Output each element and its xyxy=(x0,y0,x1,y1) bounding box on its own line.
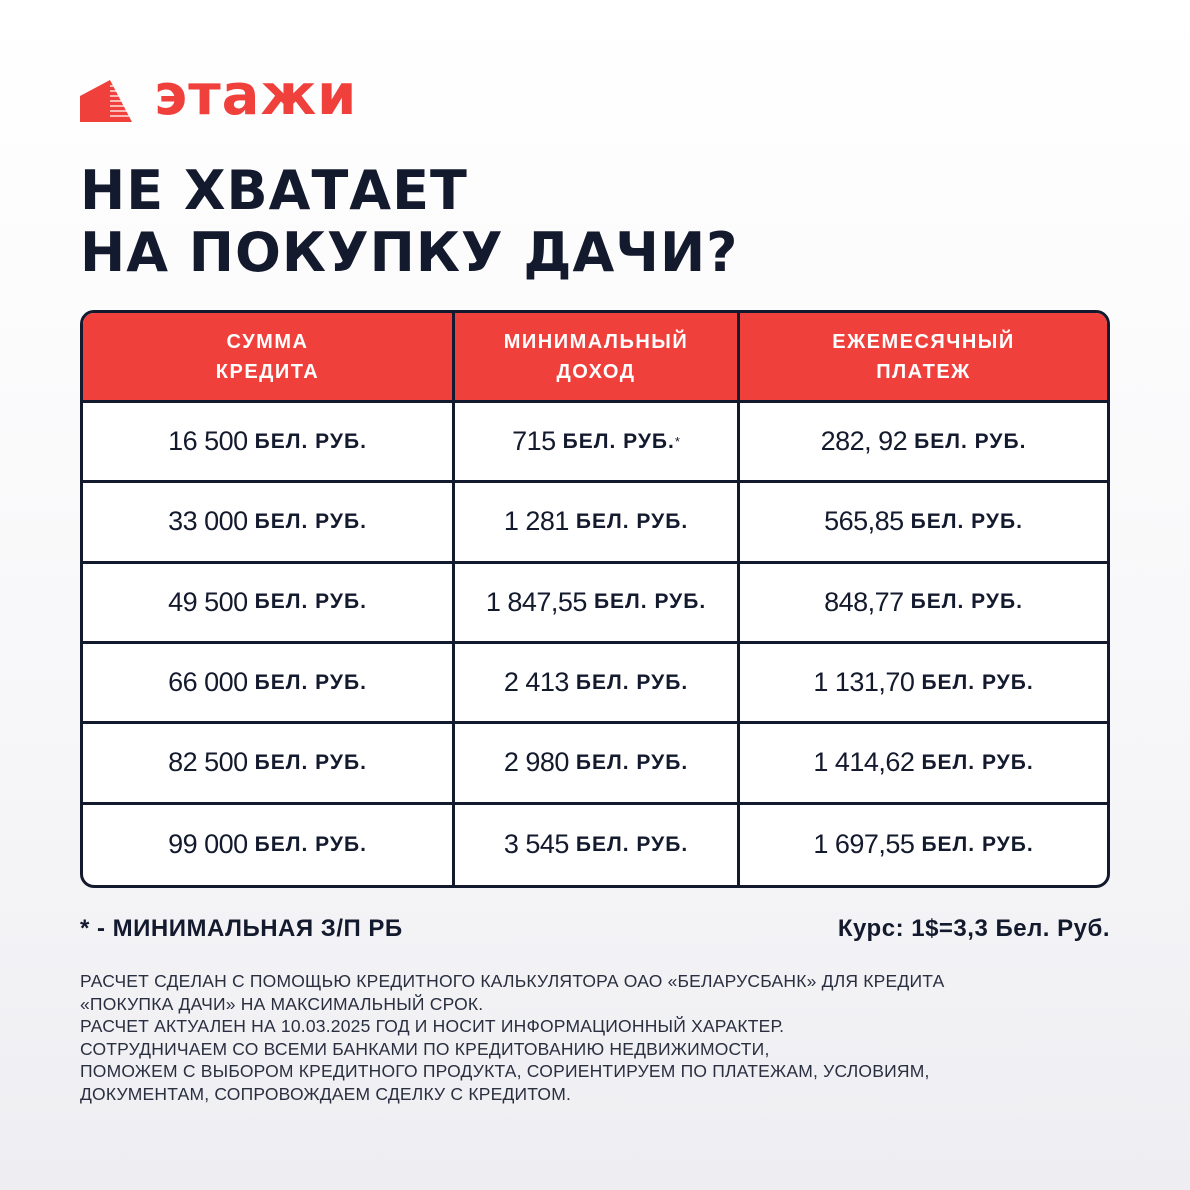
unit: БЕЛ. РУБ. xyxy=(254,509,367,533)
cell-monthly-payment: 1 414,62 БЕЛ. РУБ. xyxy=(740,724,1107,805)
disclaimer-line: «ПОКУПКА ДАЧИ» НА МАКСИМАЛЬНЫЙ СРОК. xyxy=(80,993,484,1014)
exchange-rate: Курс: 1$=3,3 Бел. Руб. xyxy=(837,915,1110,942)
cell-monthly-payment: 565,85 БЕЛ. РУБ. xyxy=(740,483,1107,564)
unit: БЕЛ. РУБ. xyxy=(921,670,1034,694)
unit: БЕЛ. РУБ. xyxy=(921,832,1034,856)
value: 49 500 xyxy=(168,586,248,617)
cell-min-income: 3 545 БЕЛ. РУБ. xyxy=(455,804,740,885)
cell-monthly-payment: 1 131,70 БЕЛ. РУБ. xyxy=(740,644,1107,725)
value: 82 500 xyxy=(168,747,248,778)
header-loan-amount: СУММА КРЕДИТА xyxy=(83,313,455,403)
unit: БЕЛ. РУБ. xyxy=(910,509,1023,533)
unit: БЕЛ. РУБ. xyxy=(575,832,689,856)
unit: БЕЛ. РУБ. xyxy=(910,590,1023,614)
credit-table: СУММА КРЕДИТА МИНИМАЛЬНЫЙ ДОХОД ЕЖЕМЕСЯЧНЫ… xyxy=(80,310,1110,888)
value: 16 500 xyxy=(168,426,248,457)
unit: БЕЛ. РУБ. xyxy=(254,590,367,614)
title-line-1: НЕ ХВАТАЕТ xyxy=(80,159,468,222)
cell-min-income: 715 БЕЛ. РУБ. * xyxy=(455,403,740,484)
cell-monthly-payment: 1 697,55 БЕЛ. РУБ. xyxy=(740,805,1107,885)
cell-min-income: 1 847,55 БЕЛ. РУБ. xyxy=(455,563,740,644)
value: 848,77 xyxy=(824,586,904,617)
header-min-income: МИНИМАЛЬНЫЙ ДОХОД xyxy=(455,313,740,403)
value: 66 000 xyxy=(168,667,248,698)
cell-min-income: 1 281 БЕЛ. РУБ. xyxy=(455,483,740,564)
disclaimer: РАСЧЕТ СДЕЛАН С ПОМОЩЬЮ КРЕДИТНОГО КАЛЬК… xyxy=(80,970,1130,1105)
unit: БЕЛ. РУБ. xyxy=(914,429,1027,453)
cell-loan-amount: 16 500 БЕЛ. РУБ. xyxy=(83,403,455,484)
value: 1 281 xyxy=(503,506,570,537)
disclaimer-line: РАСЧЕТ АКТУАЛЕН НА 10.03.2025 ГОД И НОСИ… xyxy=(80,1016,785,1036)
footnote-mark: * xyxy=(674,434,680,450)
unit: БЕЛ. РУБ. xyxy=(575,509,689,533)
cell-loan-amount: 66 000 БЕЛ. РУБ. xyxy=(83,644,455,725)
unit: БЕЛ. РУБ. xyxy=(254,750,367,774)
value: 1 697,55 xyxy=(813,829,915,860)
header-monthly-payment: ЕЖЕМЕСЯЧНЫЙ ПЛАТЕЖ xyxy=(740,313,1107,403)
brand-name: этажи xyxy=(154,63,358,128)
unit: БЕЛ. РУБ. xyxy=(562,429,675,453)
value: 1 847,55 xyxy=(485,586,588,617)
unit: БЕЛ. РУБ. xyxy=(921,750,1034,774)
cell-monthly-payment: 282, 92 БЕЛ. РУБ. xyxy=(740,403,1107,484)
brand-logo: этажи xyxy=(80,68,357,124)
unit: БЕЛ. РУБ. xyxy=(575,750,689,774)
unit: БЕЛ. РУБ. xyxy=(254,670,367,694)
unit: БЕЛ. РУБ. xyxy=(254,429,367,453)
value: 99 000 xyxy=(168,829,248,860)
cell-loan-amount: 33 000 БЕЛ. РУБ. xyxy=(83,483,455,564)
title-line-2: НА ПОКУПКУ ДАЧИ? xyxy=(80,221,739,284)
cell-min-income: 2 413 БЕЛ. РУБ. xyxy=(455,644,740,725)
value: 1 414,62 xyxy=(813,747,915,778)
cell-loan-amount: 82 500 БЕЛ. РУБ. xyxy=(83,724,455,805)
building-logo-icon xyxy=(80,80,132,122)
value: 1 131,70 xyxy=(813,667,915,698)
page-title: НЕ ХВАТАЕТ НА ПОКУПКУ ДАЧИ? xyxy=(80,160,738,284)
value: 565,85 xyxy=(824,506,904,537)
cell-loan-amount: 99 000 БЕЛ. РУБ. xyxy=(83,804,455,885)
cell-loan-amount: 49 500 БЕЛ. РУБ. xyxy=(83,563,455,644)
value: 715 xyxy=(512,426,556,457)
value: 282, 92 xyxy=(820,426,908,457)
cell-monthly-payment: 848,77 БЕЛ. РУБ. xyxy=(740,564,1107,644)
disclaimer-line: ДОКУМЕНТАМ, СОПРОВОЖДАЕМ СДЕЛКУ С КРЕДИТ… xyxy=(80,1083,572,1104)
value: 2 413 xyxy=(503,667,570,698)
disclaimer-line: РАСЧЕТ СДЕЛАН С ПОМОЩЬЮ КРЕДИТНОГО КАЛЬК… xyxy=(80,971,945,991)
disclaimer-line: СОТРУДНИЧАЕМ СО ВСЕМИ БАНКАМИ ПО КРЕДИТО… xyxy=(80,1038,770,1059)
value: 2 980 xyxy=(503,747,570,778)
footnote: * - МИНИМАЛЬНАЯ З/П РБ xyxy=(80,915,403,942)
cell-min-income: 2 980 БЕЛ. РУБ. xyxy=(455,724,740,805)
value: 3 545 xyxy=(503,829,570,860)
disclaimer-line: ПОМОЖЕМ С ВЫБОРОМ КРЕДИТНОГО ПРОДУКТА, С… xyxy=(80,1061,930,1081)
unit: БЕЛ. РУБ. xyxy=(254,832,367,856)
value: 33 000 xyxy=(168,506,248,537)
unit: БЕЛ. РУБ. xyxy=(575,670,689,694)
unit: БЕЛ. РУБ. xyxy=(593,590,707,614)
